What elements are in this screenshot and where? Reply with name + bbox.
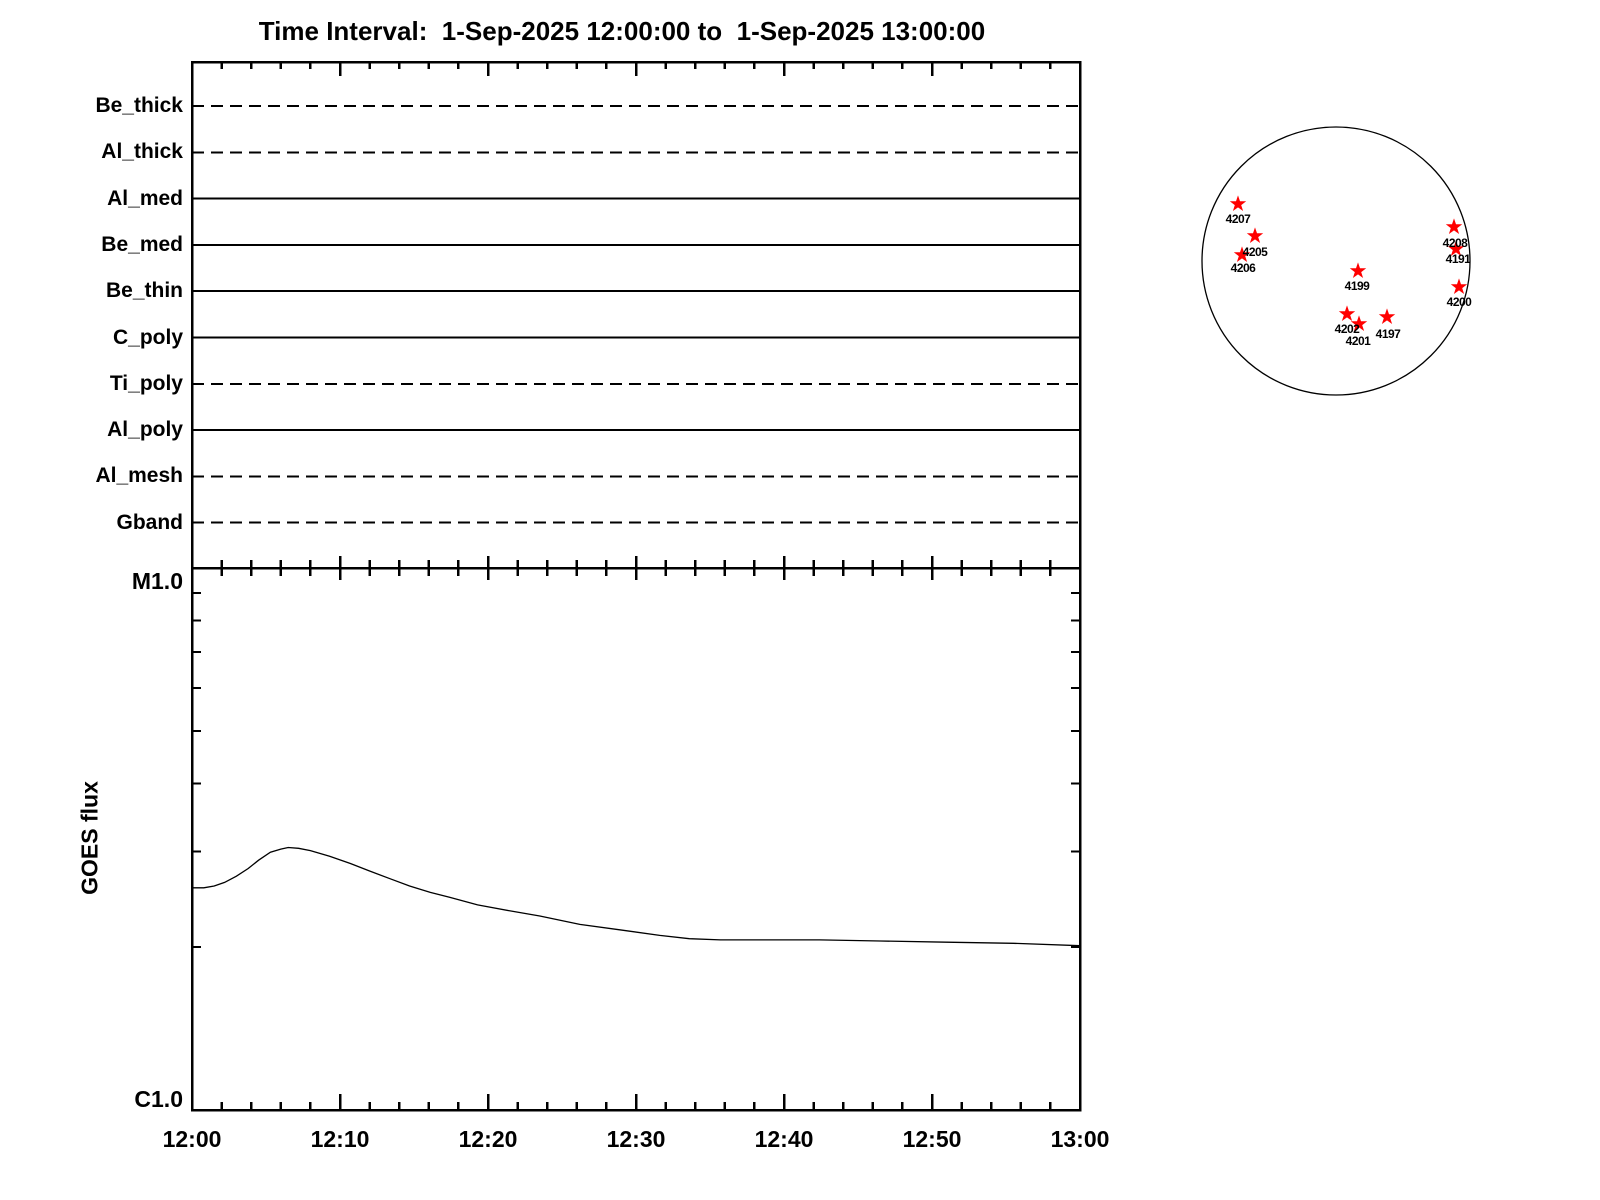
active-region-label-4208: 4208	[1442, 236, 1468, 250]
active-region-star-4206	[1233, 246, 1251, 262]
active-region-star-4207	[1229, 195, 1247, 211]
x-tick-label-13:00: 13:00	[1050, 1126, 1110, 1152]
filter-label-Al_mesh: Al_mesh	[95, 464, 183, 488]
active-region-label-4197: 4197	[1375, 327, 1401, 341]
active-region-star-4191	[1447, 240, 1465, 256]
goes-y-axis-ticks	[192, 591, 1080, 948]
filter-label-Al_thick: Al_thick	[101, 140, 183, 164]
active-region-stars	[1229, 195, 1468, 331]
x-tick-label-12:30: 12:30	[606, 1126, 666, 1152]
filter-label-Al_poly: Al_poly	[107, 418, 183, 442]
active-region-star-4208	[1445, 218, 1463, 234]
filter-label-Be_thick: Be_thick	[95, 94, 183, 117]
active-region-label-4191: 4191	[1445, 252, 1471, 266]
filter-label-C_poly: C_poly	[112, 325, 183, 349]
active-region-label-4207: 4207	[1225, 212, 1251, 226]
active-region-label-4202: 4202	[1334, 322, 1360, 336]
goes-axis-title: GOES flux	[76, 781, 103, 895]
filter-label-Gband: Gband	[116, 510, 184, 534]
filter-panel-frame	[190, 60, 1082, 570]
active-region-label-4200: 4200	[1446, 295, 1472, 309]
x-tick-label-12:00: 12:00	[162, 1126, 222, 1152]
active-region-label-4205: 4205	[1242, 245, 1268, 259]
x-axis-ticks	[190, 62, 1082, 1110]
goes-flux-curve	[192, 846, 1081, 947]
x-tick-label-12:50: 12:50	[902, 1126, 962, 1152]
goes-y-bottom-label: C1.0	[134, 1086, 183, 1112]
active-region-star-4197	[1378, 308, 1396, 324]
filter-label-Be_med: Be_med	[101, 232, 183, 256]
plot-title: Time Interval: 1-Sep-2025 12:00:00 to 1-…	[258, 16, 986, 46]
filter-label-Be_thin: Be_thin	[105, 279, 183, 303]
active-region-star-4202	[1338, 305, 1356, 321]
active-region-label-4199: 4199	[1344, 279, 1370, 293]
filter-label-Ti_poly: Ti_poly	[109, 371, 183, 395]
filter-label-Al_med: Al_med	[107, 186, 183, 210]
goes-panel-frame	[190, 566, 1082, 1112]
active-region-star-4199	[1349, 262, 1367, 278]
x-tick-label-12:20: 12:20	[458, 1126, 518, 1152]
active-region-label-4206: 4206	[1230, 261, 1256, 275]
active-region-star-4201	[1350, 315, 1368, 331]
x-tick-label-12:10: 12:10	[310, 1126, 370, 1152]
active-region-label-4201: 4201	[1345, 334, 1371, 348]
x-tick-label-12:40: 12:40	[754, 1126, 814, 1152]
filter-rows	[192, 105, 1080, 524]
active-region-star-4205	[1246, 227, 1264, 243]
goes-y-top-label: M1.0	[131, 568, 183, 594]
solar-disk-limb	[1201, 126, 1471, 396]
active-region-star-4200	[1450, 278, 1468, 294]
